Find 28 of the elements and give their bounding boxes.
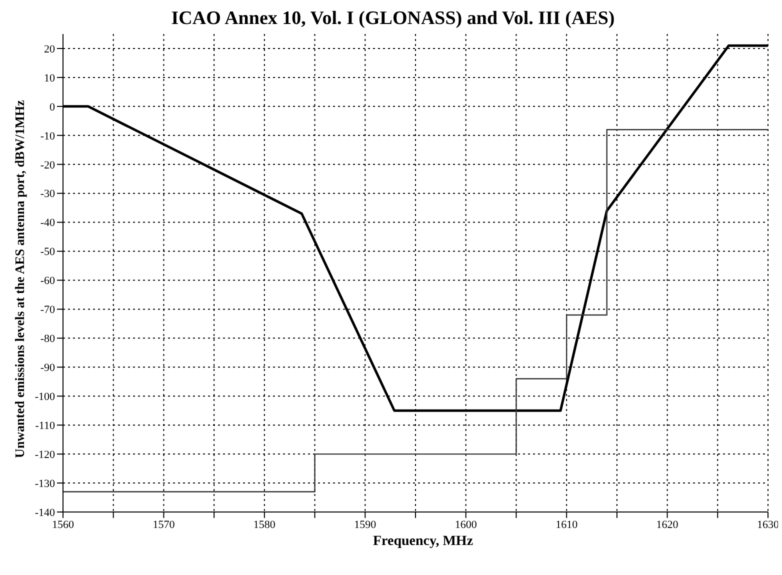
x-tick-label: 1610 bbox=[556, 518, 578, 531]
y-tick-label: -30 bbox=[40, 188, 56, 200]
y-tick-label: -80 bbox=[40, 333, 56, 346]
line-series bbox=[63, 129, 768, 492]
y-tick-label: -70 bbox=[40, 304, 56, 316]
y-tick-label: -110 bbox=[35, 420, 56, 432]
y-tick-label: 0 bbox=[50, 101, 56, 114]
x-tick-label: 1620 bbox=[656, 518, 679, 531]
y-tick-label: -130 bbox=[34, 478, 56, 490]
y-tick-label: -40 bbox=[40, 217, 56, 230]
x-tick-label: 1600 bbox=[454, 518, 478, 531]
x-tick-label: 1580 bbox=[253, 518, 276, 531]
y-tick-label: -140 bbox=[34, 506, 56, 519]
y-tick-label: -50 bbox=[40, 246, 56, 258]
y-tick-label: 20 bbox=[44, 43, 56, 56]
x-tick-label: 1570 bbox=[152, 518, 176, 531]
y-tick-label: -60 bbox=[40, 275, 56, 288]
x-axis-title: Frequency, MHz bbox=[372, 534, 474, 550]
chart-title: ICAO Annex 10, Vol. I (GLONASS) and Vol. III (AES) bbox=[170, 8, 616, 31]
y-tick-label: -90 bbox=[40, 362, 56, 374]
y-tick-label: -10 bbox=[40, 130, 56, 142]
y-tick-label: -20 bbox=[40, 159, 56, 172]
y-tick-label: 10 bbox=[44, 72, 56, 84]
y-axis-title: Unwanted emissions levels at the AES antenna port, dBW/1MHz bbox=[12, 100, 28, 458]
x-tick-label: 1590 bbox=[354, 518, 377, 531]
y-tick-label: -100 bbox=[34, 391, 56, 404]
y-tick-label: -120 bbox=[34, 448, 56, 461]
x-tick-label: 1560 bbox=[52, 518, 74, 531]
